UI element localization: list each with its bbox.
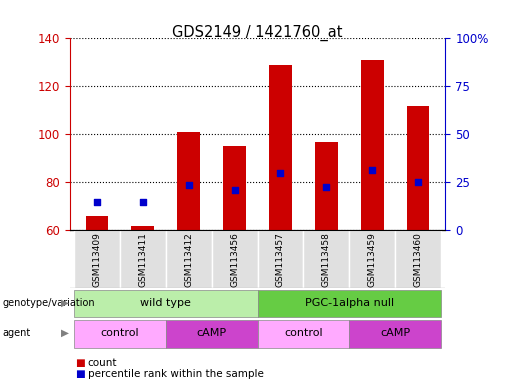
Point (230, 187, 238, 193)
Point (368, 167, 376, 174)
FancyBboxPatch shape (74, 290, 258, 317)
Text: control: control (100, 328, 139, 338)
Bar (406, 106, 430, 230)
Text: cAMP: cAMP (380, 328, 410, 338)
FancyBboxPatch shape (258, 320, 349, 348)
Bar (360, 60, 384, 230)
Bar (177, 132, 200, 230)
Text: GSM113411: GSM113411 (139, 232, 147, 286)
Bar (131, 225, 154, 230)
Text: count: count (88, 358, 117, 368)
FancyBboxPatch shape (395, 230, 441, 288)
Text: wild type: wild type (141, 298, 191, 308)
Text: GDS2149 / 1421760_at: GDS2149 / 1421760_at (172, 25, 343, 41)
Point (139, 199, 147, 205)
FancyBboxPatch shape (212, 230, 258, 288)
Bar (223, 146, 246, 230)
Text: GSM113457: GSM113457 (276, 232, 285, 286)
FancyBboxPatch shape (166, 320, 258, 348)
FancyBboxPatch shape (349, 320, 441, 348)
Bar (85, 216, 109, 230)
Text: GSM113412: GSM113412 (184, 232, 193, 286)
Text: GSM113456: GSM113456 (230, 232, 239, 286)
Text: GSM113459: GSM113459 (368, 232, 376, 286)
Text: ▶: ▶ (61, 328, 69, 338)
Text: genotype/variation: genotype/variation (3, 298, 95, 308)
FancyBboxPatch shape (258, 230, 303, 288)
FancyBboxPatch shape (349, 230, 395, 288)
Point (277, 170, 285, 176)
FancyBboxPatch shape (74, 320, 166, 348)
Text: PGC-1alpha null: PGC-1alpha null (305, 298, 394, 308)
Point (414, 179, 422, 185)
FancyBboxPatch shape (74, 230, 120, 288)
Point (93, 199, 101, 205)
Point (322, 184, 331, 190)
FancyBboxPatch shape (258, 290, 441, 317)
Text: ▶: ▶ (61, 298, 69, 308)
Bar (315, 142, 338, 230)
Text: GSM113460: GSM113460 (414, 232, 422, 286)
Text: percentile rank within the sample: percentile rank within the sample (88, 369, 264, 379)
FancyBboxPatch shape (303, 230, 349, 288)
Text: GSM113458: GSM113458 (322, 232, 331, 286)
Point (184, 182, 193, 188)
Text: ■: ■ (75, 369, 84, 379)
Text: cAMP: cAMP (197, 328, 227, 338)
Text: control: control (284, 328, 323, 338)
Bar (269, 65, 292, 230)
FancyBboxPatch shape (166, 230, 212, 288)
FancyBboxPatch shape (120, 230, 166, 288)
Text: agent: agent (3, 328, 31, 338)
Text: ■: ■ (75, 358, 84, 368)
Text: GSM113409: GSM113409 (93, 232, 101, 286)
